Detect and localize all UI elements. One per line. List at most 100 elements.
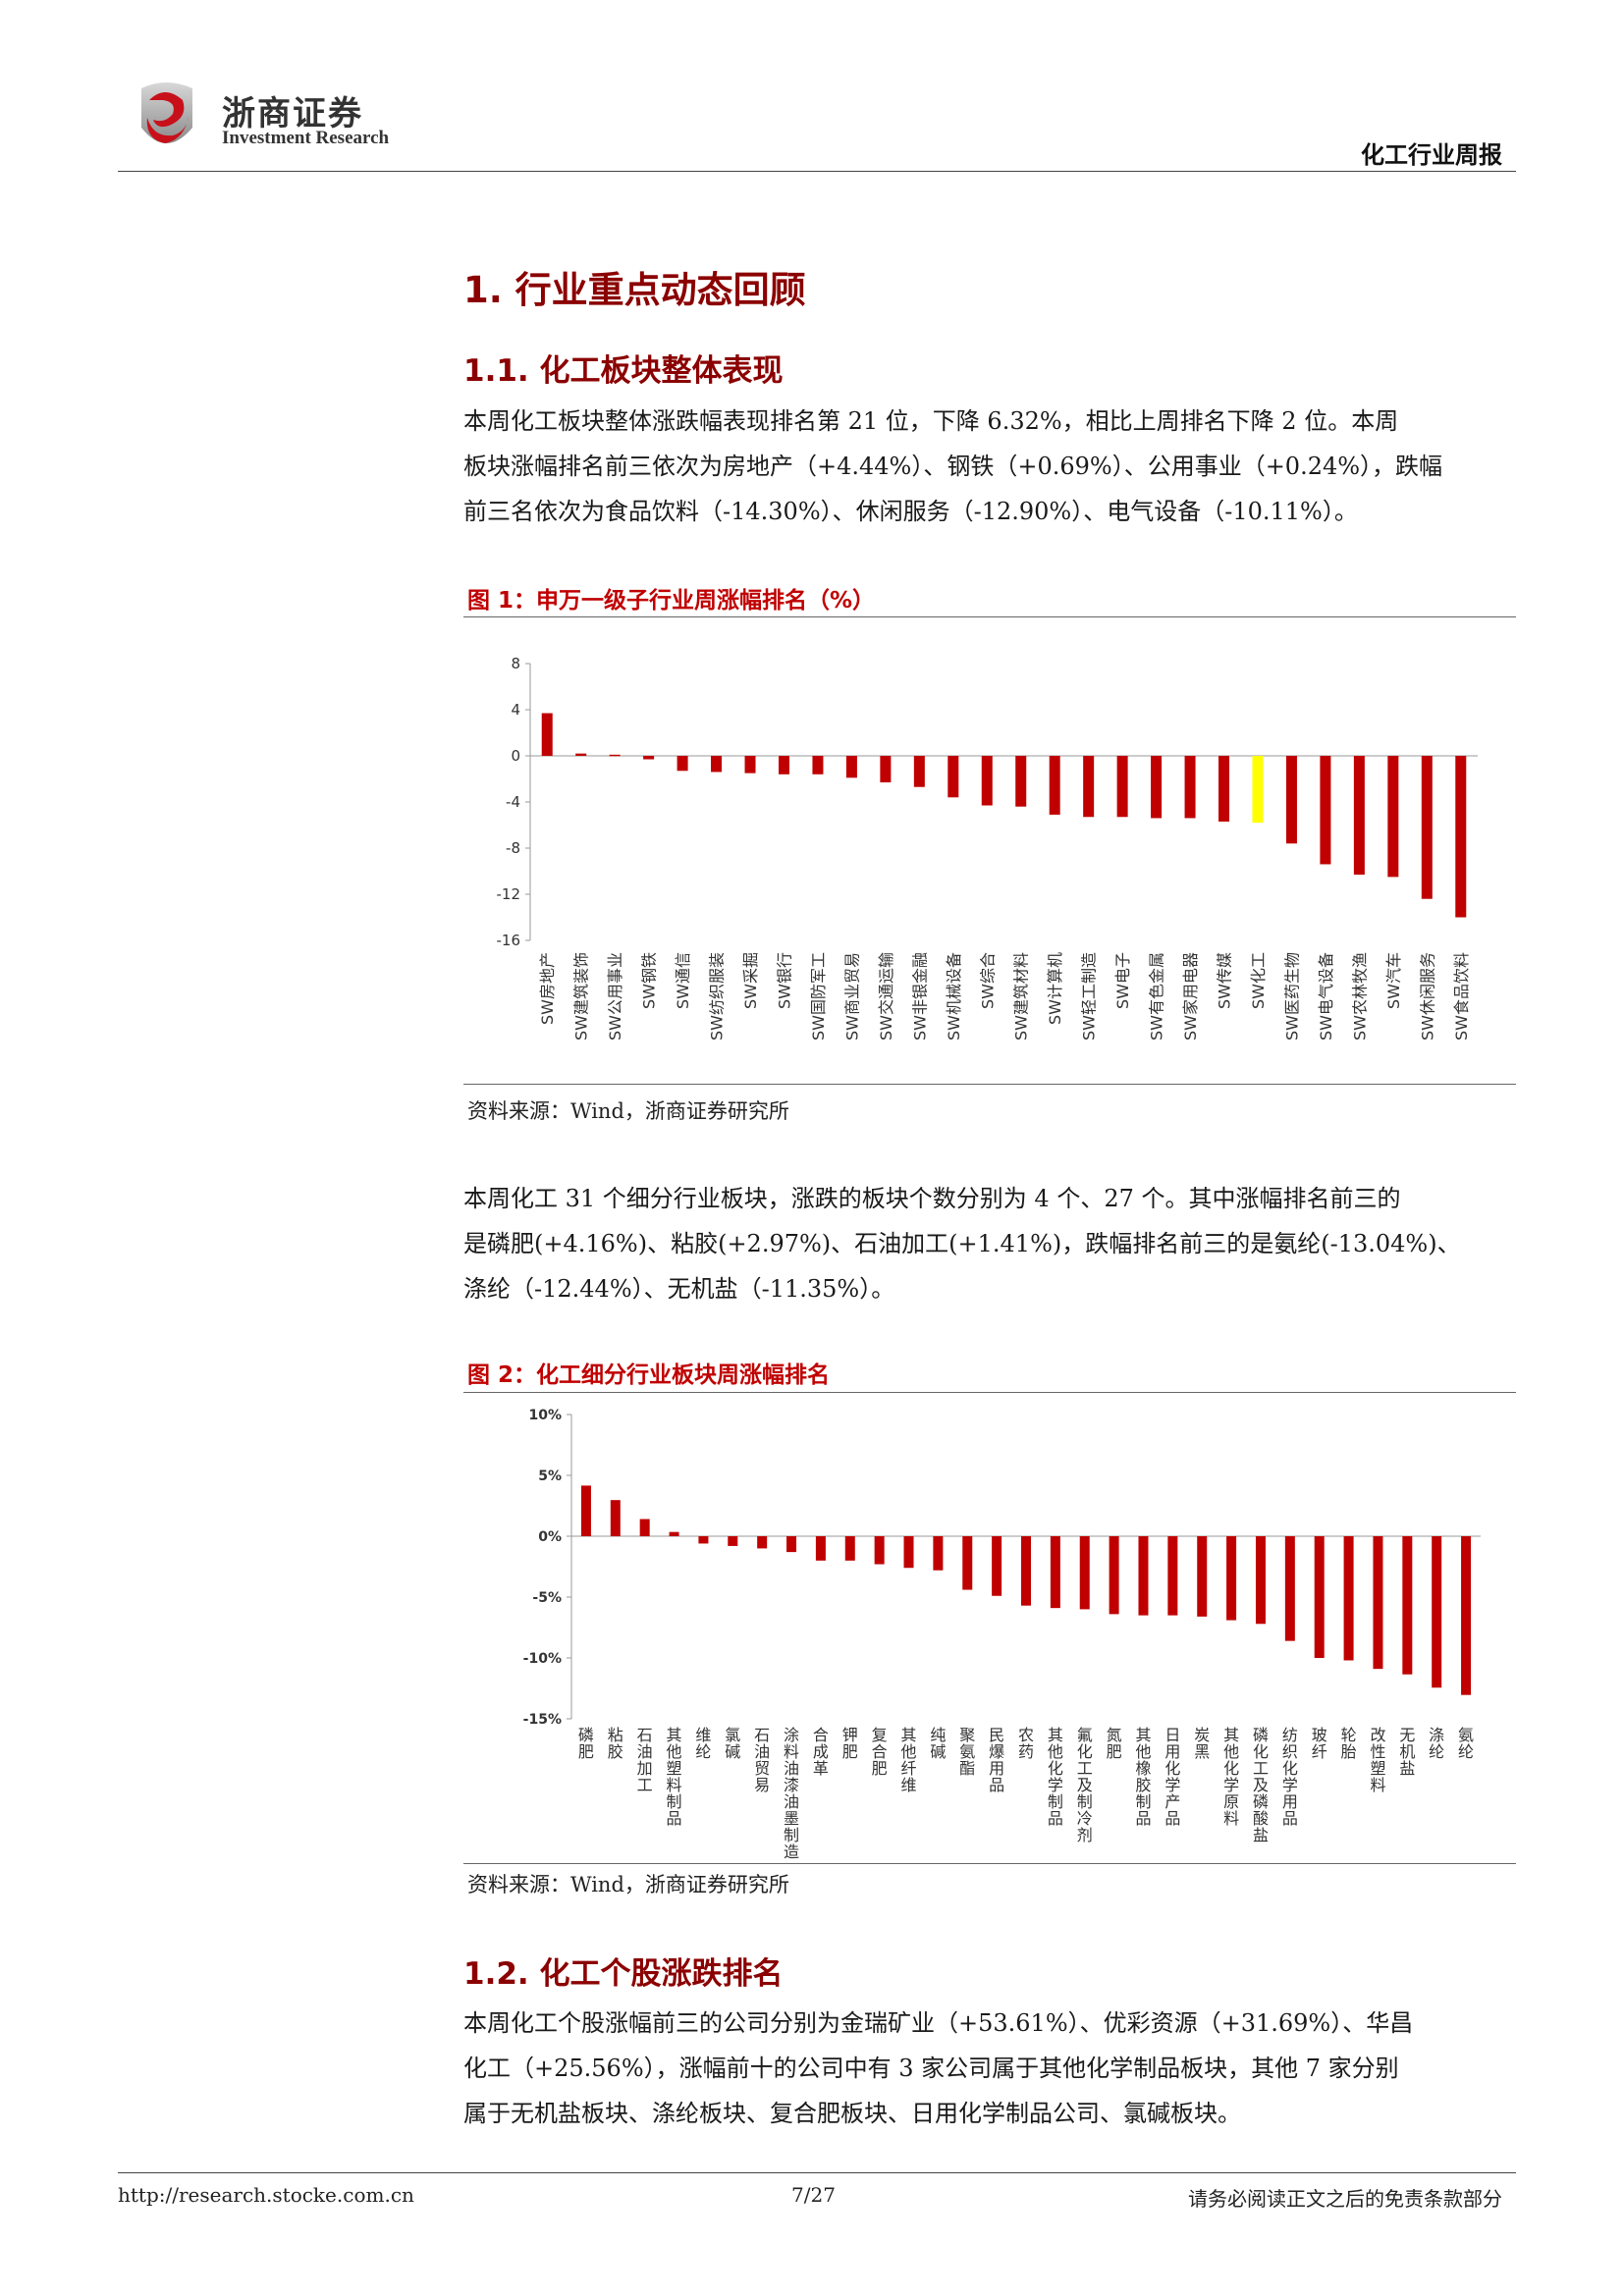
x-category-label: 纺织化学用品: [1282, 1726, 1298, 1828]
bar: [1252, 756, 1264, 824]
x-category-label: 合成革: [813, 1726, 829, 1778]
bar: [757, 1536, 768, 1549]
x-category-label: 其他橡胶制品: [1135, 1726, 1151, 1828]
x-category-label: SW银行: [775, 952, 793, 1009]
bar: [903, 1536, 914, 1569]
x-category-label: 聚氨酯: [959, 1726, 975, 1778]
subsection-heading-1-2: 1.2. 化工个股涨跌排名: [463, 1956, 784, 1992]
paragraph-2: 本周化工 31 个细分行业板块，涨跌的板块个数分别为 4 个、27 个。其中涨幅…: [463, 1176, 1516, 1311]
logo-chinese-name: 浙商证券: [222, 94, 363, 133]
paragraph-line: 涤纶（-12.44%）、无机盐（-11.35%）。: [463, 1275, 895, 1303]
footer-url[interactable]: http://research.stocke.com.cn: [118, 2183, 414, 2207]
x-category-label: 其他化学原料: [1223, 1726, 1239, 1828]
y-tick-label: -16: [497, 932, 521, 949]
report-title: 化工行业周报: [1361, 141, 1502, 169]
bar: [728, 1536, 738, 1546]
bar: [1387, 756, 1399, 878]
x-category-label: 玻纤: [1312, 1726, 1327, 1761]
y-tick-label: 0%: [538, 1529, 562, 1545]
bar: [643, 756, 655, 760]
bar: [1197, 1536, 1208, 1617]
bar: [677, 756, 688, 772]
x-category-label: 石油贸易: [754, 1726, 770, 1794]
y-tick-label: -4: [506, 793, 520, 811]
x-category-label: SW电子: [1113, 952, 1132, 1009]
bar: [1116, 756, 1128, 818]
footer-disclaimer: 请务必阅读正文之后的免责条款部分: [1188, 2187, 1502, 2211]
figure-2-title: 图 2：化工细分行业板块周涨幅排名: [467, 1362, 831, 1388]
x-category-label: 磷肥: [578, 1726, 594, 1761]
bar: [845, 756, 857, 778]
page-number: 7/27: [791, 2183, 836, 2207]
bar: [1314, 1536, 1325, 1658]
x-category-label: 其他化学制品: [1048, 1726, 1063, 1828]
x-category-label: 钾肥: [842, 1726, 858, 1761]
bar: [698, 1536, 709, 1544]
x-category-label: SW轻工制造: [1080, 952, 1099, 1041]
x-category-label: 炭黑: [1194, 1726, 1210, 1761]
y-tick-label: 4: [511, 701, 520, 719]
bar: [1402, 1536, 1413, 1675]
bar: [1021, 1536, 1031, 1606]
figure-1-bottom-rule: [463, 1084, 1516, 1085]
paragraph-line: 本周化工板块整体涨跌幅表现排名第 21 位，下降 6.32%，相比上周排名下降 …: [463, 407, 1399, 435]
bar: [639, 1519, 650, 1536]
y-tick-label: 10%: [528, 1408, 562, 1423]
figure-1-title: 图 1：申万一级子行业周涨幅排名（%）: [467, 588, 876, 614]
bar: [580, 1485, 591, 1536]
x-category-label: 涤纶: [1429, 1726, 1444, 1761]
paragraph-line: 板块涨幅排名前三依次为房地产（+4.44%）、钢铁（+0.69%）、公用事业（+…: [463, 453, 1443, 480]
bar: [1353, 756, 1365, 876]
x-category-label: SW食品饮料: [1452, 952, 1471, 1041]
x-category-label: SW商业贸易: [842, 952, 861, 1041]
x-category-label: 纯碱: [930, 1726, 946, 1761]
bar: [1109, 1536, 1119, 1615]
x-category-label: 农药: [1018, 1726, 1034, 1761]
bar: [1421, 756, 1433, 899]
bar: [1343, 1536, 1354, 1661]
x-category-label: SW采掘: [741, 952, 760, 1009]
bar: [933, 1536, 944, 1571]
x-category-label: 其他纤维: [901, 1726, 917, 1794]
paragraph-line: 是磷肥(+4.16%)、粘胶(+2.97%)、石油加工(+1.41%)，跌幅排名…: [463, 1230, 1461, 1257]
bar: [1255, 1536, 1266, 1625]
x-category-label: 维纶: [695, 1726, 711, 1761]
x-category-label: SW休闲服务: [1418, 952, 1436, 1041]
bar: [610, 1500, 621, 1536]
bar: [1218, 756, 1230, 822]
bar: [815, 1536, 826, 1561]
section-heading: 1. 行业重点动态回顾: [463, 269, 806, 311]
paragraph-3: 本周化工个股涨幅前三的公司分别为金瑞矿业（+53.61%）、优彩资源（+31.6…: [463, 2001, 1516, 2136]
x-category-label: SW机械设备: [945, 952, 963, 1041]
x-category-label: 氟化工及制冷剂: [1077, 1726, 1093, 1844]
figure-1-chart: 8 4 0 -4 -8 -12 -16 SW房地产 SW建筑装饰 SW公用事业 SW钢铁 SW通信 SW…: [497, 655, 1478, 1041]
bar: [1050, 1536, 1060, 1609]
bar: [880, 756, 892, 783]
bar: [992, 1536, 1002, 1596]
x-category-label: SW非银金融: [910, 952, 929, 1041]
x-category-label: 粘胶: [608, 1726, 623, 1761]
bar: [947, 756, 959, 798]
footer-divider: [118, 2172, 1516, 2173]
figure-1-source: 资料来源：Wind，浙商证券研究所: [467, 1099, 789, 1123]
x-category-label: 磷化工及磷酸盐: [1253, 1726, 1269, 1844]
x-category-label: 氯碱: [725, 1726, 740, 1761]
bar: [1432, 1536, 1442, 1688]
y-tick-label: -8: [506, 839, 520, 857]
x-category-label: SW交通运输: [877, 952, 895, 1041]
paragraph-line: 化工（+25.56%），涨幅前十的公司中有 3 家公司属于其他化学制品板块，其他…: [463, 2055, 1399, 2082]
paragraph-line: 本周化工个股涨幅前三的公司分别为金瑞矿业（+53.61%）、优彩资源（+31.6…: [463, 2009, 1414, 2037]
x-category-label: SW建筑材料: [1012, 952, 1031, 1041]
figure-1-top-rule: [463, 616, 1516, 617]
paragraph-line: 前三名依次为食品饮料（-14.30%）、休闲服务（-12.90%）、电气设备（-…: [463, 498, 1358, 525]
x-category-label: 无机盐: [1399, 1726, 1415, 1778]
x-category-label: SW公用事业: [606, 952, 624, 1041]
figure-2-bottom-rule: [463, 1863, 1516, 1864]
x-category-label: SW纺织服装: [708, 952, 727, 1041]
bar: [844, 1536, 855, 1561]
x-category-label: SW通信: [674, 952, 692, 1009]
x-category-label: SW家用电器: [1181, 952, 1200, 1041]
y-tick-label: -10%: [523, 1651, 562, 1667]
x-category-label: SW农林牧渔: [1350, 952, 1369, 1041]
bar: [575, 753, 587, 756]
